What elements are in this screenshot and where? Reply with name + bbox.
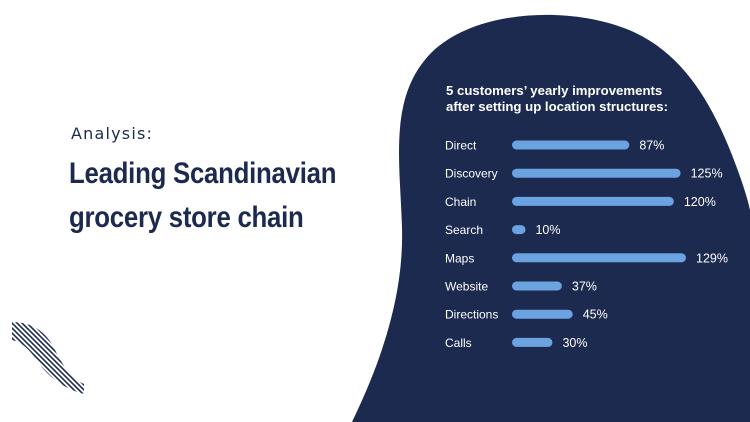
- bar: [512, 225, 526, 235]
- chart-title-line-1: 5 customers’ yearly improvements: [446, 83, 663, 98]
- bar: [512, 168, 681, 178]
- eyebrow-label: Analysis:: [71, 124, 154, 143]
- category-label: Search: [445, 223, 483, 237]
- bar: [512, 253, 686, 263]
- value-label: 45%: [583, 308, 608, 322]
- navy-blob-shape: [352, 14, 750, 422]
- category-label: Calls: [445, 336, 472, 350]
- diagonal-stripes-decoration: [12, 322, 84, 394]
- bar: [512, 281, 562, 291]
- bar: [512, 196, 674, 206]
- bar: [512, 140, 630, 150]
- value-label: 37%: [572, 280, 597, 294]
- value-label: 120%: [684, 195, 716, 209]
- category-label: Direct: [445, 139, 477, 153]
- page-title: Leading Scandinavian grocery store chain: [69, 152, 337, 240]
- bar: [512, 337, 553, 347]
- stripe-line: [12, 322, 79, 394]
- category-label: Website: [445, 280, 488, 294]
- value-label: 30%: [562, 336, 587, 350]
- value-label: 87%: [639, 139, 664, 153]
- category-label: Directions: [445, 308, 498, 322]
- category-label: Discovery: [445, 167, 498, 181]
- stripe-line: [12, 322, 84, 394]
- chart-title: 5 customers’ yearly improvements after s…: [446, 83, 668, 115]
- page-title-line-1: Leading Scandinavian: [69, 157, 337, 190]
- page-title-line-2: grocery store chain: [69, 201, 304, 234]
- stripe-line: [12, 322, 74, 394]
- category-label: Chain: [445, 195, 476, 209]
- bar: [512, 309, 573, 319]
- category-label: Maps: [445, 251, 474, 265]
- stripe-line: [12, 322, 84, 394]
- value-label: 125%: [691, 167, 723, 181]
- value-label: 10%: [535, 223, 560, 237]
- value-label: 129%: [696, 251, 728, 265]
- chart-title-line-2: after setting up location structures:: [446, 99, 669, 114]
